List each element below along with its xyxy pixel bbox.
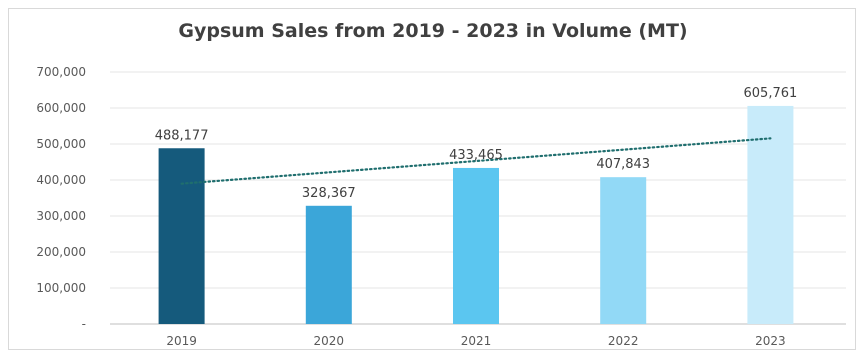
- y-tick-label: 400,000: [36, 173, 86, 187]
- y-axis: - 100,000 200,000 300,000 400,000 500,000 600,…: [36, 65, 86, 331]
- bar-2020: [305, 205, 352, 324]
- data-label-2022: 407,843: [596, 157, 650, 172]
- bar-series: [158, 105, 794, 324]
- x-tick-label-2022: 2022: [608, 334, 639, 348]
- trendline-layer: [180, 137, 772, 185]
- trendline: [180, 137, 772, 185]
- y-tick-label: 500,000: [36, 137, 86, 151]
- data-label-2021: 433,465: [449, 148, 503, 163]
- y-tick-label: 700,000: [36, 65, 86, 79]
- x-tick-label-2019: 2019: [166, 334, 197, 348]
- bar-2021: [453, 167, 499, 324]
- y-tick-label: 100,000: [36, 281, 86, 295]
- data-label-2020: 328,367: [302, 186, 356, 201]
- data-label-2019: 488,177: [155, 128, 209, 143]
- x-tick-label-2020: 2020: [314, 334, 345, 348]
- data-labels: 488,177 328,367 433,465 407,843 605,761: [155, 86, 798, 201]
- y-tick-label: 300,000: [36, 209, 86, 223]
- y-tick-label: 200,000: [36, 245, 86, 259]
- y-tick-label: 600,000: [36, 101, 86, 115]
- x-tick-label-2023: 2023: [755, 334, 786, 348]
- chart-frame: [8, 8, 856, 350]
- x-tick-label-2021: 2021: [461, 334, 492, 348]
- y-tick-label: -: [82, 317, 86, 331]
- x-axis: 2019 2020 2021 2022 2023: [166, 334, 785, 348]
- data-label-2023: 605,761: [744, 86, 798, 101]
- bar-2023: [747, 105, 794, 324]
- bar-2022: [600, 177, 647, 324]
- bar-2019: [158, 148, 205, 324]
- chart-title: Gypsum Sales from 2019 - 2023 in Volume …: [178, 20, 688, 42]
